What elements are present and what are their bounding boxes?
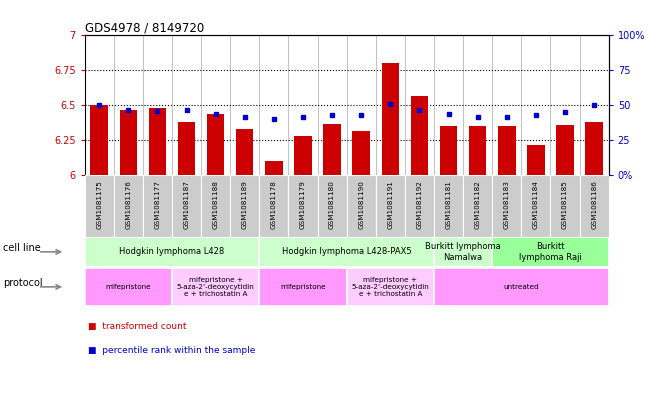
Bar [381,63,399,175]
Text: GSM1081192: GSM1081192 [417,180,422,229]
Bar [207,114,225,175]
Text: protocol: protocol [3,278,43,288]
Bar [411,95,428,175]
FancyBboxPatch shape [551,175,579,237]
Bar [498,126,516,175]
Text: Burkitt lymphoma
Namalwa: Burkitt lymphoma Namalwa [425,242,501,262]
Bar [469,126,486,175]
FancyBboxPatch shape [521,175,551,237]
Text: mifepristone +
5-aza-2'-deoxycytidin
e + trichostatin A: mifepristone + 5-aza-2'-deoxycytidin e +… [177,277,255,297]
Text: GSM1081190: GSM1081190 [358,180,364,229]
Bar [527,145,545,175]
Text: GSM1081182: GSM1081182 [475,180,480,229]
Text: GDS4978 / 8149720: GDS4978 / 8149720 [85,22,204,35]
FancyBboxPatch shape [230,175,259,237]
Text: GSM1081187: GSM1081187 [184,180,189,229]
Text: GSM1081188: GSM1081188 [213,180,219,229]
FancyBboxPatch shape [201,175,230,237]
Bar [148,108,166,175]
Text: GSM1081176: GSM1081176 [125,180,132,229]
Bar [440,126,457,175]
Text: GSM1081179: GSM1081179 [300,180,306,229]
Bar [265,162,283,175]
Text: GSM1081181: GSM1081181 [445,180,452,229]
Text: GSM1081177: GSM1081177 [154,180,160,229]
FancyBboxPatch shape [172,268,259,306]
Text: GSM1081191: GSM1081191 [387,180,393,229]
Bar [236,129,253,175]
FancyBboxPatch shape [85,175,114,237]
Text: GSM1081184: GSM1081184 [533,180,539,229]
FancyBboxPatch shape [347,175,376,237]
Text: GSM1081178: GSM1081178 [271,180,277,229]
FancyBboxPatch shape [143,175,172,237]
Bar [352,130,370,175]
Text: ■  percentile rank within the sample: ■ percentile rank within the sample [88,346,255,355]
Text: mifepristone +
5-aza-2'-deoxycytidin
e + trichostatin A: mifepristone + 5-aza-2'-deoxycytidin e +… [352,277,429,297]
FancyBboxPatch shape [85,268,172,306]
FancyBboxPatch shape [347,268,434,306]
Bar [90,105,108,175]
FancyBboxPatch shape [259,175,288,237]
FancyBboxPatch shape [579,175,609,237]
Bar [324,123,341,175]
Bar [585,122,603,175]
FancyBboxPatch shape [172,175,201,237]
Text: GSM1081183: GSM1081183 [504,180,510,229]
FancyBboxPatch shape [259,237,434,266]
Text: Hodgkin lymphoma L428-PAX5: Hodgkin lymphoma L428-PAX5 [282,247,411,256]
Bar [120,110,137,175]
FancyBboxPatch shape [434,268,609,306]
FancyBboxPatch shape [434,175,463,237]
Bar [294,136,312,175]
FancyBboxPatch shape [318,175,347,237]
Text: GSM1081180: GSM1081180 [329,180,335,229]
FancyBboxPatch shape [492,175,521,237]
Bar [556,125,574,175]
Text: GSM1081186: GSM1081186 [591,180,597,229]
Text: Hodgkin lymphoma L428: Hodgkin lymphoma L428 [119,247,225,256]
Text: Burkitt
lymphoma Raji: Burkitt lymphoma Raji [519,242,582,262]
FancyBboxPatch shape [114,175,143,237]
Text: GSM1081189: GSM1081189 [242,180,248,229]
Text: cell line: cell line [3,243,41,253]
Text: GSM1081175: GSM1081175 [96,180,102,229]
Text: mifepristone: mifepristone [280,284,326,290]
FancyBboxPatch shape [288,175,318,237]
FancyBboxPatch shape [463,175,492,237]
FancyBboxPatch shape [405,175,434,237]
FancyBboxPatch shape [492,237,609,266]
Text: ■  transformed count: ■ transformed count [88,322,186,331]
Text: GSM1081185: GSM1081185 [562,180,568,229]
FancyBboxPatch shape [85,237,259,266]
Bar [178,122,195,175]
FancyBboxPatch shape [259,268,347,306]
Text: mifepristone: mifepristone [105,284,151,290]
FancyBboxPatch shape [434,237,492,266]
Text: untreated: untreated [503,284,539,290]
FancyBboxPatch shape [376,175,405,237]
